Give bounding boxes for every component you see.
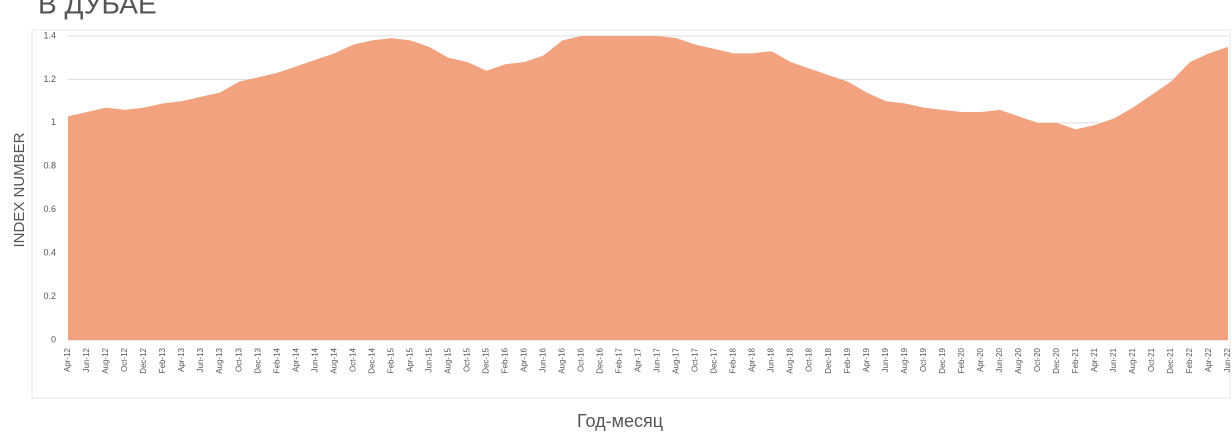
x-tick-label: Apr-22 — [1204, 347, 1213, 372]
x-tick-label: Feb-22 — [1185, 347, 1194, 373]
x-tick-label: Oct-16 — [577, 347, 586, 372]
chart-frame — [31, 29, 1231, 399]
x-tick-label: Jun-13 — [196, 347, 205, 372]
x-tick-label: Dec-16 — [596, 347, 605, 373]
y-tick-label: 1.4 — [43, 30, 56, 40]
x-tick-label: Oct-18 — [805, 347, 814, 372]
area — [68, 36, 1228, 340]
x-tick-label: Aug-13 — [215, 347, 224, 373]
x-tick-label: Oct-15 — [462, 347, 471, 372]
x-tick-label: Jun-20 — [995, 347, 1004, 372]
x-tick-label: Dec-14 — [367, 347, 376, 373]
x-tick-label: Dec-21 — [1166, 347, 1175, 373]
x-tick-label: Oct-12 — [120, 347, 129, 372]
x-tick-label: Dec-20 — [1052, 347, 1061, 373]
x-tick-label: Apr-12 — [63, 347, 72, 372]
x-tick-label: Aug-21 — [1128, 347, 1137, 373]
y-tick-label: 1.2 — [43, 74, 56, 84]
x-tick-label: Dec-12 — [139, 347, 148, 373]
x-tick-label: Oct-14 — [348, 347, 357, 372]
x-tick-label: Aug-17 — [672, 347, 681, 373]
x-tick-label: Oct-19 — [919, 347, 928, 372]
y-tick-label: 0.4 — [43, 248, 56, 258]
x-tick-label: Aug-20 — [1014, 347, 1023, 373]
y-tick-label: 0.8 — [43, 161, 56, 171]
x-tick-label: Apr-15 — [405, 347, 414, 372]
x-tick-label: Oct-13 — [234, 347, 243, 372]
x-tick-label: Jun-17 — [653, 347, 662, 372]
x-tick-label: Aug-19 — [900, 347, 909, 373]
x-tick-label: Oct-17 — [691, 347, 700, 372]
x-tick-label: Aug-18 — [786, 347, 795, 373]
x-tick-label: Apr-19 — [862, 347, 871, 372]
x-tick-label: Apr-16 — [520, 347, 529, 372]
x-tick-label: Feb-18 — [729, 347, 738, 373]
x-tick-label: Jun-15 — [424, 347, 433, 372]
x-tick-label: Dec-15 — [481, 347, 490, 373]
x-tick-label: Apr-13 — [177, 347, 186, 372]
chart-title: В ДУБАЕ — [38, 0, 157, 19]
x-tick-label: Apr-21 — [1090, 347, 1099, 372]
x-tick-label: Feb-15 — [386, 347, 395, 373]
x-tick-label: Aug-15 — [443, 347, 452, 373]
x-tick-label: Jun-14 — [310, 347, 319, 372]
x-tick-label: Jun-22 — [1223, 347, 1232, 372]
x-tick-label: Feb-14 — [272, 347, 281, 373]
x-tick-label: Aug-16 — [558, 347, 567, 373]
x-tick-label: Dec-13 — [253, 347, 262, 373]
x-tick-label: Dec-18 — [824, 347, 833, 373]
x-tick-label: Oct-20 — [1033, 347, 1042, 372]
x-tick-label: Apr-20 — [976, 347, 985, 372]
x-tick-label: Jun-21 — [1109, 347, 1118, 372]
x-tick-label: Aug-14 — [329, 347, 338, 373]
x-tick-label: Feb-19 — [843, 347, 852, 373]
x-tick-label: Feb-21 — [1071, 347, 1080, 373]
x-tick-label: Apr-18 — [748, 347, 757, 372]
x-tick-label: Jun-16 — [539, 347, 548, 372]
x-tick-label: Jun-12 — [82, 347, 91, 372]
x-tick-label: Apr-14 — [291, 347, 300, 372]
x-tick-label: Feb-16 — [500, 347, 509, 373]
y-tick-label: 0 — [51, 334, 56, 344]
x-tick-label: Feb-20 — [957, 347, 966, 373]
y-tick-label: 0.6 — [43, 204, 56, 214]
y-tick-label: 1 — [51, 117, 56, 127]
x-tick-label: Apr-17 — [634, 347, 643, 372]
y-tick-label: 0.2 — [43, 291, 56, 301]
x-axis-label: Год-месяц — [577, 411, 663, 431]
x-tick-label: Feb-13 — [158, 347, 167, 373]
x-tick-label: Jun-19 — [881, 347, 890, 372]
x-tick-label: Dec-19 — [938, 347, 947, 373]
x-tick-label: Aug-12 — [101, 347, 110, 373]
x-tick-label: Dec-17 — [710, 347, 719, 373]
x-tick-label: Jun-18 — [767, 347, 776, 372]
x-tick-label: Oct-21 — [1147, 347, 1156, 372]
x-tick-label: Feb-17 — [615, 347, 624, 373]
y-axis-label: INDEX NUMBER — [11, 132, 28, 247]
